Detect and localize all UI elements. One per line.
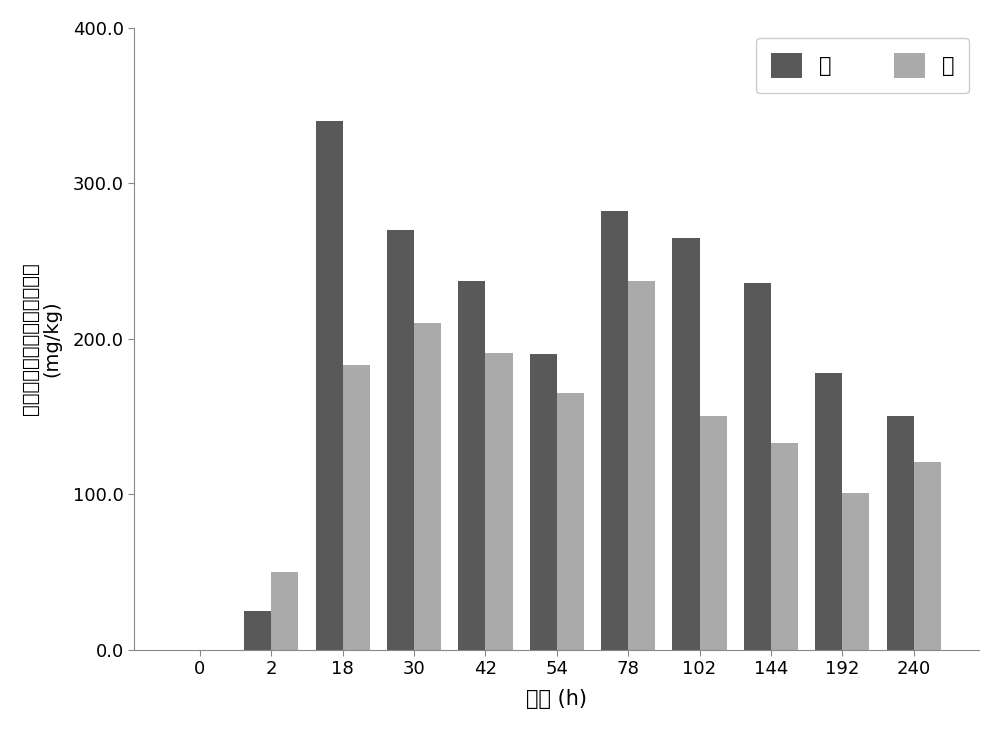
Bar — [771, 443, 798, 650]
Bar — [887, 416, 914, 650]
Bar — [271, 572, 298, 650]
Bar — [244, 611, 271, 650]
Bar — [414, 323, 441, 650]
Bar — [842, 493, 869, 650]
Bar — [672, 238, 700, 650]
Bar — [557, 393, 584, 650]
Y-axis label: 铜和镖在周丛生物中的富集量
(mg/kg): 铜和镖在周丛生物中的富集量 (mg/kg) — [21, 262, 62, 415]
Bar — [458, 281, 485, 650]
Bar — [628, 281, 655, 650]
Bar — [700, 416, 727, 650]
Bar — [485, 353, 513, 650]
Bar — [530, 354, 557, 650]
Bar — [601, 211, 628, 650]
Bar — [387, 230, 414, 650]
Bar — [316, 121, 343, 650]
X-axis label: 时间 (h): 时间 (h) — [526, 689, 587, 709]
Bar — [343, 365, 370, 650]
Bar — [744, 283, 771, 650]
Bar — [914, 461, 941, 650]
Legend: 铜, 镖: 铜, 镖 — [756, 38, 969, 93]
Bar — [815, 373, 842, 650]
